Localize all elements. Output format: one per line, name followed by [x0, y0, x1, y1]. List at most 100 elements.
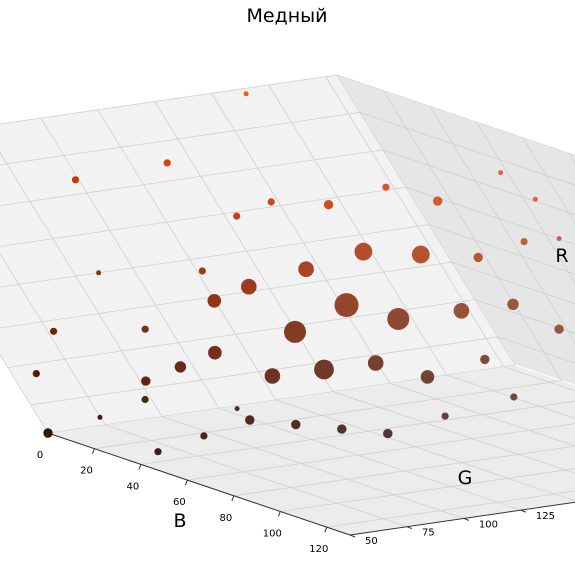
- y-tick-mark: [520, 509, 527, 513]
- data-point: [441, 412, 449, 420]
- data-point: [200, 432, 208, 440]
- grid-line-z: [0, 186, 406, 247]
- data-point: [367, 355, 384, 371]
- data-point: [433, 196, 443, 206]
- grid-line-z: [30, 336, 498, 406]
- grid-line-x: [336, 74, 516, 366]
- data-point: [207, 294, 222, 308]
- grid-line-y: [389, 382, 575, 447]
- data-point: [314, 359, 334, 380]
- x-tick-mark: [277, 511, 281, 517]
- z-axis-label: R: [555, 245, 568, 267]
- x-tick-label: 120: [309, 544, 328, 555]
- data-point: [453, 303, 470, 319]
- x-tick-label: 20: [80, 466, 93, 477]
- data-point: [387, 308, 410, 330]
- data-point: [154, 448, 162, 456]
- data-point: [498, 170, 504, 176]
- data-point: [411, 245, 430, 264]
- grid-line-z: [0, 224, 429, 288]
- x-tick-label: 80: [219, 513, 232, 524]
- grid-line-y: [40, 117, 220, 409]
- y-tick-label: 75: [422, 528, 435, 539]
- data-point: [243, 91, 249, 97]
- y-tick-label: 50: [365, 536, 378, 547]
- data-point: [354, 242, 373, 261]
- data-point: [50, 327, 58, 335]
- data-point: [141, 395, 149, 404]
- grid-line-x: [476, 121, 575, 284]
- axis-lines: [47, 432, 575, 536]
- grid-line-z: [0, 149, 383, 207]
- x-axis-label: B: [173, 510, 186, 532]
- grid-line-x: [94, 380, 562, 450]
- data-point: [520, 238, 528, 246]
- grid-lines: [0, 74, 575, 536]
- data-point: [298, 261, 314, 278]
- data-point: [198, 267, 206, 275]
- grid-line-x: [47, 364, 516, 434]
- y-tick-mark: [463, 517, 470, 521]
- data-point: [337, 424, 347, 434]
- grid-line-y: [218, 407, 521, 511]
- data-point: [245, 415, 255, 425]
- grid-line-z: [0, 112, 361, 166]
- grid-line-z: [451, 261, 575, 305]
- x-tick-mark: [45, 432, 49, 439]
- data-point: [473, 252, 483, 263]
- y-tick-mark: [349, 534, 356, 538]
- data-point: [420, 370, 435, 384]
- grid-line-y: [275, 399, 575, 502]
- data-point: [510, 393, 518, 401]
- grid-line-y: [0, 354, 49, 434]
- data-point: [507, 298, 519, 310]
- grid-line-y: [268, 84, 447, 376]
- data-point: [556, 236, 562, 242]
- data-point: [532, 196, 538, 202]
- data-point: [554, 324, 564, 334]
- grid-line-y: [154, 101, 334, 392]
- x-tick-label: 0: [37, 450, 43, 461]
- grid-line-y: [97, 109, 277, 401]
- chart-title: Медный: [247, 5, 328, 27]
- x-axis-line: [47, 432, 351, 536]
- grid-line-y: [211, 93, 391, 384]
- grid-line-z: [359, 112, 575, 186]
- data-point: [291, 419, 301, 430]
- y-tick-mark: [406, 526, 413, 530]
- grid-line-z: [428, 224, 575, 275]
- data-points: [32, 91, 564, 456]
- data-point: [163, 159, 171, 167]
- grid-line-x: [140, 400, 575, 465]
- grid-line-x: [429, 106, 575, 344]
- y-tick-label: 125: [536, 511, 555, 522]
- data-point: [383, 428, 393, 439]
- data-point: [97, 414, 103, 420]
- data-point: [32, 370, 40, 378]
- grid-line-y: [161, 416, 465, 519]
- grid-line-z: [497, 336, 575, 364]
- data-point: [141, 376, 151, 386]
- data-point: [96, 270, 102, 276]
- y-axis-label: G: [458, 467, 473, 489]
- x-tick-mark: [91, 448, 95, 454]
- grid-line-x: [522, 137, 575, 224]
- data-point: [382, 183, 390, 191]
- grid-line-x: [326, 490, 575, 528]
- grid-line-y: [446, 374, 575, 419]
- data-point: [174, 361, 187, 373]
- grid-line-y: [503, 366, 575, 392]
- x-tick-mark: [184, 479, 188, 486]
- x-tick-label: 40: [127, 481, 140, 492]
- data-point: [241, 278, 257, 295]
- grid-line-x: [280, 468, 575, 512]
- data-point: [71, 176, 80, 184]
- grid-line-y: [104, 424, 408, 528]
- y-tick-label: 100: [479, 519, 498, 530]
- tick-labels: 0204060801001205075100125150175200225250…: [37, 432, 555, 555]
- grid-line-y: [325, 76, 504, 367]
- grid-line-x: [383, 90, 562, 381]
- x-tick-mark: [324, 526, 328, 533]
- data-point: [284, 320, 306, 343]
